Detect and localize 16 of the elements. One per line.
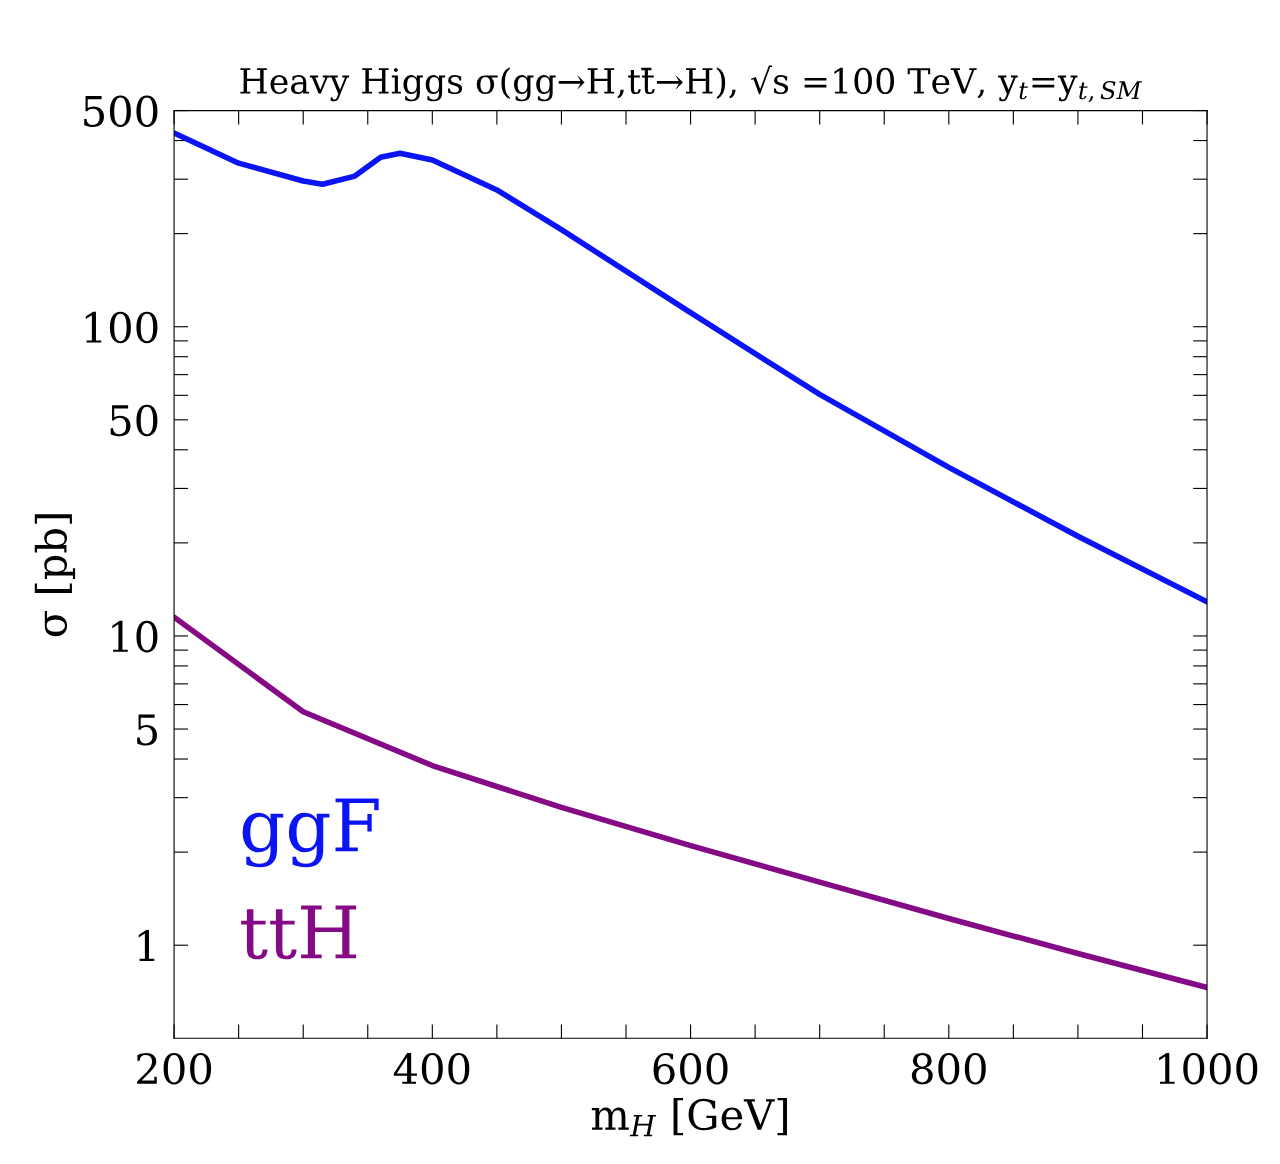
y-tick-label: 500	[84, 95, 158, 127]
x-tick-label: 200	[137, 1052, 212, 1085]
y-tick-label: 10	[112, 620, 158, 653]
chart-title: Heavy Higgs σ(gg→H,tt̄→H), √s =100 TeV, y$_{t}$=y$_{t,SM}$	[240, 65, 1142, 103]
y-axis-title: σ [pb]	[34, 514, 76, 637]
x-tick-label: 1000	[1159, 1052, 1258, 1085]
text: ttH	[241, 905, 357, 960]
x-tick-label: 400	[393, 1052, 470, 1085]
text: ggF	[242, 798, 379, 868]
x-tick-label: 800	[911, 1052, 986, 1085]
x-axis-title: m$_{H}$ [GeV]	[591, 1098, 787, 1137]
y-tick-label: 50	[110, 404, 158, 437]
x-tick-label: 600	[653, 1052, 728, 1085]
y-tick-label: 5	[137, 714, 157, 746]
y-tick-label: 100	[85, 311, 158, 344]
y-tick-label: 1	[138, 930, 155, 962]
